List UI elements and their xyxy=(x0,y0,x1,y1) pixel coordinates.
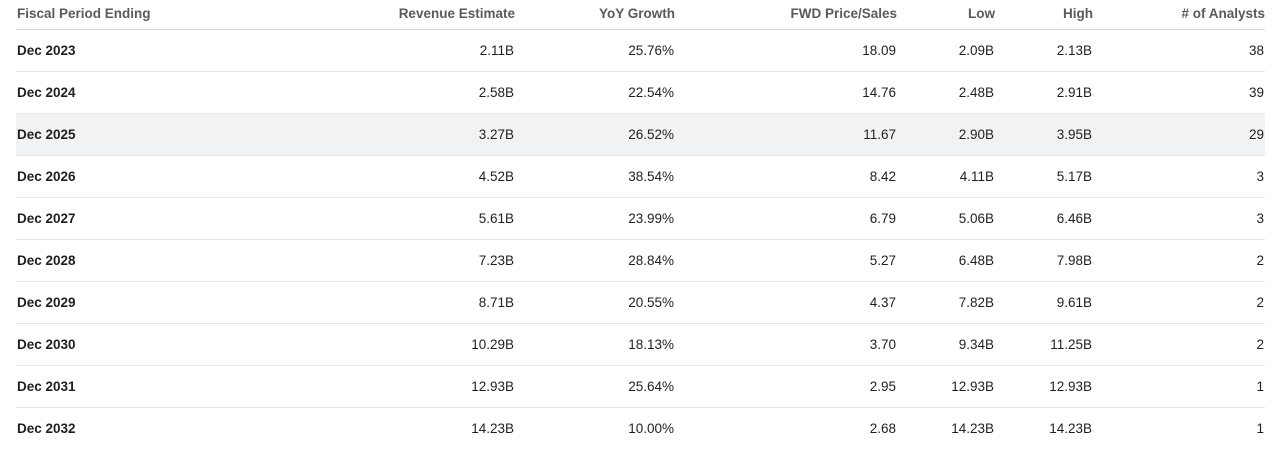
cell-fiscal-period: Dec 2025 xyxy=(16,113,156,156)
cell-revenue-estimate: 2.58B xyxy=(156,71,515,114)
cell-high: 7.98B xyxy=(995,239,1093,282)
cell-yoy-growth: 25.76% xyxy=(515,29,675,72)
cell-low: 2.48B xyxy=(897,71,995,114)
cell-fiscal-period: Dec 2029 xyxy=(16,281,156,324)
header-yoy-growth[interactable]: YoY Growth xyxy=(515,0,675,30)
cell-high: 5.17B xyxy=(995,155,1093,198)
header-high[interactable]: High xyxy=(995,0,1093,30)
cell-number-of-analysts: 1 xyxy=(1093,365,1265,408)
cell-low: 2.09B xyxy=(897,29,995,72)
cell-low: 9.34B xyxy=(897,323,995,366)
cell-revenue-estimate: 14.23B xyxy=(471,420,514,436)
cell-yoy-growth: 26.52% xyxy=(515,113,675,156)
cell-high: 12.93B xyxy=(995,365,1093,408)
header-fiscal-period-ending[interactable]: Fiscal Period Ending xyxy=(16,0,156,30)
cell-fiscal-period: Dec 2026 xyxy=(16,155,156,198)
cell-high: 2.13B xyxy=(995,29,1093,72)
cell-high: 9.61B xyxy=(995,281,1093,324)
table-row[interactable]: Dec 2023 2.11B 25.76% 18.09 2.09B 2.13B 38 xyxy=(16,29,1265,72)
table-row[interactable]: Dec 2030 10.29B 18.13% 3.70 9.34B 11.25B 2 xyxy=(16,323,1265,366)
cell-number-of-analysts: 38 xyxy=(1093,29,1265,72)
cell-revenue-estimate: 8.71B xyxy=(156,281,515,324)
table-row[interactable]: Dec 2031 12.93B 25.64% 2.95 12.93B 12.93B 1 xyxy=(16,365,1265,408)
cell-yoy-growth: 22.54% xyxy=(515,71,675,114)
cell-fwd-price-sales: 8.42 xyxy=(675,155,897,198)
table-row[interactable]: Dec 2032 14.23B 10.00% 2.68 14.23B 14.23B 1 xyxy=(16,407,1265,449)
cell-high: 2.91B xyxy=(995,71,1093,114)
cell-number-of-analysts: 3 xyxy=(1093,197,1265,240)
cell-low: 6.48B xyxy=(897,239,995,282)
cell-number-of-analysts: 2 xyxy=(1093,323,1265,366)
cell-number-of-analysts: 2 xyxy=(1093,239,1265,282)
cell-low: 2.90B xyxy=(897,113,995,156)
cell-revenue-estimate: 4.52B xyxy=(156,155,515,198)
table-row[interactable]: Dec 2027 5.61B 23.99% 6.79 5.06B 6.46B 3 xyxy=(16,197,1265,240)
cell-fwd-price-sales: 4.37 xyxy=(675,281,897,324)
cell-fwd-price-sales: 18.09 xyxy=(675,29,897,72)
revenue-estimates-table: Fiscal Period Ending Revenue Estimate Yo… xyxy=(16,0,1265,449)
cell-yoy-growth: 20.55% xyxy=(515,281,675,324)
cell-fiscal-period: Dec 2032 xyxy=(17,420,76,436)
cell-fiscal-period: Dec 2027 xyxy=(16,197,156,240)
table-row[interactable]: Dec 2025 3.27B 26.52% 11.67 2.90B 3.95B 29 xyxy=(16,113,1265,156)
table-row[interactable]: Dec 2026 4.52B 38.54% 8.42 4.11B 5.17B 3 xyxy=(16,155,1265,198)
cell-fiscal-period: Dec 2024 xyxy=(16,71,156,114)
table-row[interactable]: Dec 2029 8.71B 20.55% 4.37 7.82B 9.61B 2 xyxy=(16,281,1265,324)
cell-revenue-estimate: 3.27B xyxy=(156,113,515,156)
cell-high: 11.25B xyxy=(995,323,1093,366)
cell-high: 3.95B xyxy=(995,113,1093,156)
cell-high: 6.46B xyxy=(995,197,1093,240)
cell-fwd-price-sales: 3.70 xyxy=(675,323,897,366)
cell-yoy-growth: 38.54% xyxy=(515,155,675,198)
table-row[interactable]: Dec 2024 2.58B 22.54% 14.76 2.48B 2.91B 39 xyxy=(16,71,1265,114)
cell-fwd-price-sales: 11.67 xyxy=(675,113,897,156)
cell-fwd-price-sales: 2.68 xyxy=(869,420,896,436)
cell-number-of-analysts: 3 xyxy=(1093,155,1265,198)
cell-fiscal-period: Dec 2030 xyxy=(16,323,156,366)
cell-fiscal-period: Dec 2023 xyxy=(16,29,156,72)
cell-revenue-estimate: 10.29B xyxy=(156,323,515,366)
cell-number-of-analysts: 2 xyxy=(1093,281,1265,324)
header-low[interactable]: Low xyxy=(897,0,995,30)
header-revenue-estimate[interactable]: Revenue Estimate xyxy=(156,0,515,30)
cell-low: 5.06B xyxy=(897,197,995,240)
cell-revenue-estimate: 5.61B xyxy=(156,197,515,240)
cell-fwd-price-sales: 2.95 xyxy=(675,365,897,408)
cell-low: 14.23B xyxy=(951,420,994,436)
cell-yoy-growth: 25.64% xyxy=(515,365,675,408)
cell-low: 7.82B xyxy=(897,281,995,324)
cell-low: 4.11B xyxy=(897,155,995,198)
cell-number-of-analysts: 29 xyxy=(1093,113,1265,156)
cell-yoy-growth: 23.99% xyxy=(515,197,675,240)
cell-high: 14.23B xyxy=(1049,420,1092,436)
cell-number-of-analysts: 39 xyxy=(1093,71,1265,114)
cell-fiscal-period: Dec 2028 xyxy=(16,239,156,282)
table-row[interactable]: Dec 2028 7.23B 28.84% 5.27 6.48B 7.98B 2 xyxy=(16,239,1265,282)
cell-yoy-growth: 10.00% xyxy=(628,420,674,436)
table-body: Dec 2023 2.11B 25.76% 18.09 2.09B 2.13B 38 Dec … xyxy=(16,29,1265,449)
cell-yoy-growth: 18.13% xyxy=(515,323,675,366)
cell-revenue-estimate: 12.93B xyxy=(156,365,515,408)
cell-revenue-estimate: 7.23B xyxy=(156,239,515,282)
cell-low: 12.93B xyxy=(897,365,995,408)
cell-fwd-price-sales: 14.76 xyxy=(675,71,897,114)
table-header-row: Fiscal Period Ending Revenue Estimate Yo… xyxy=(16,0,1265,30)
cell-number-of-analysts: 1 xyxy=(1256,420,1264,436)
cell-fwd-price-sales: 6.79 xyxy=(675,197,897,240)
cell-yoy-growth: 28.84% xyxy=(515,239,675,282)
header-fwd-price-sales[interactable]: FWD Price/Sales xyxy=(675,0,897,30)
header-number-of-analysts[interactable]: # of Analysts xyxy=(1093,0,1265,30)
cell-revenue-estimate: 2.11B xyxy=(156,29,515,72)
cell-fiscal-period: Dec 2031 xyxy=(16,365,156,408)
cell-fwd-price-sales: 5.27 xyxy=(675,239,897,282)
